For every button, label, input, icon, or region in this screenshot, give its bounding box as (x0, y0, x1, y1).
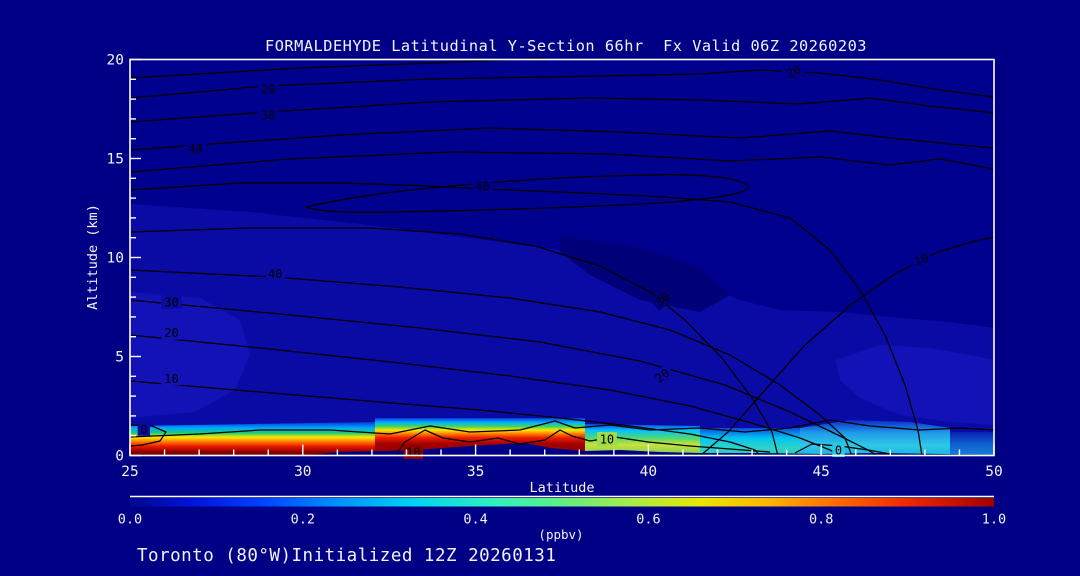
contour-label-value: 40 (188, 142, 202, 156)
x-tick-label: 25 (121, 464, 138, 480)
plot-axes (129, 58, 995, 457)
colorbar-tick-label: 0.2 (291, 512, 315, 528)
contour-label-mask (650, 287, 675, 311)
contour-label: 30 (161, 295, 182, 310)
contour-label: 30 (258, 107, 279, 122)
contour-label-mask (185, 141, 206, 156)
colorbar-tick-labels: 0.0 0.2 0.4 0.6 0.8 1.0 (118, 512, 1006, 528)
y-axis-label: Altitude (km) (85, 204, 101, 310)
contour-label-value: 30 (164, 296, 178, 310)
contour-label-mask (137, 421, 151, 436)
y-tick-label: 20 (107, 53, 124, 69)
colorbar-unit-label: (ppbv) (538, 527, 583, 542)
contour-label-mask (258, 82, 279, 97)
axis-tick-labels: 25 30 35 40 45 50 0 5 10 15 20 (107, 53, 1003, 481)
contour-label-value: 20 (261, 83, 275, 97)
contour-label-mask (472, 179, 493, 194)
y-tick-label: 0 (115, 449, 124, 465)
contour-label-mask (161, 295, 182, 310)
contour-label: 20 (781, 60, 806, 83)
contour-label: 40 (472, 179, 493, 194)
contour-label: 0 (832, 442, 845, 457)
contour-label: 40 (265, 266, 286, 281)
contour-label-mask (265, 266, 286, 281)
contour-label-value: 30 (261, 108, 275, 122)
terrain-silhouette (300, 443, 994, 456)
contour-label: 20 (258, 82, 279, 97)
y-tick-label: 15 (107, 152, 124, 168)
x-axis-label: Latitude (529, 480, 594, 496)
contour-label-mask (650, 363, 675, 387)
colorbar-tick-label: 0.6 (636, 512, 660, 528)
x-tick-label: 50 (985, 464, 1002, 480)
colorbar-scale (130, 498, 994, 507)
x-tick-label: 40 (640, 464, 657, 480)
plot-title: FORMALDEHYDE Latitudinal Y-Section 66hr … (265, 37, 867, 55)
y-tick-label: 10 (107, 251, 124, 267)
contour-label-value: 0 (835, 443, 842, 457)
colorbar: 0.0 0.2 0.4 0.6 0.8 1.0 (ppbv) (118, 495, 1006, 542)
contour-label-value: 10 (164, 372, 178, 386)
contour-label-mask (909, 249, 934, 270)
contour-label: 0 (137, 421, 151, 436)
contour-label: 10 (161, 371, 182, 386)
contour-lines (129, 57, 995, 457)
x-tick-label: 30 (294, 464, 311, 480)
contour-label-mask (781, 60, 806, 83)
contour-label-value: 20 (784, 62, 803, 81)
contour-label-mask (832, 442, 845, 457)
contour-label-value: 10 (600, 433, 614, 447)
filled-contour-shading (130, 204, 994, 440)
contour-label-mask (161, 371, 182, 386)
contour-label-mask (161, 325, 182, 340)
colorbar-tick-label: 0.4 (463, 512, 487, 528)
contour-label-mask (597, 432, 617, 447)
contour-label: 20 (161, 325, 182, 340)
contour-label-value: 20 (164, 326, 178, 340)
contour-label-value: 10 (912, 251, 931, 269)
colorbar-tick-label: 0.8 (809, 512, 833, 528)
contour-label-mask (258, 107, 279, 122)
contour-label: 10 (909, 249, 934, 270)
colorbar-tick-label: 1.0 (982, 512, 1006, 528)
contour-label-value: 0 (140, 422, 147, 436)
contour-label: 40 (185, 141, 206, 156)
x-tick-label: 35 (467, 464, 484, 480)
contour-label-value: 10 (406, 445, 420, 459)
contour-label: 10 (597, 432, 617, 447)
footer-init-label: Toronto (80°W)Initialized 12Z 20260131 (137, 546, 556, 566)
colorbar-tick-label: 0.0 (118, 512, 142, 528)
contour-label-value: 40 (268, 267, 282, 281)
contour-label-value: 40 (475, 180, 489, 194)
x-tick-label: 45 (812, 464, 829, 480)
y-tick-label: 5 (115, 350, 124, 366)
